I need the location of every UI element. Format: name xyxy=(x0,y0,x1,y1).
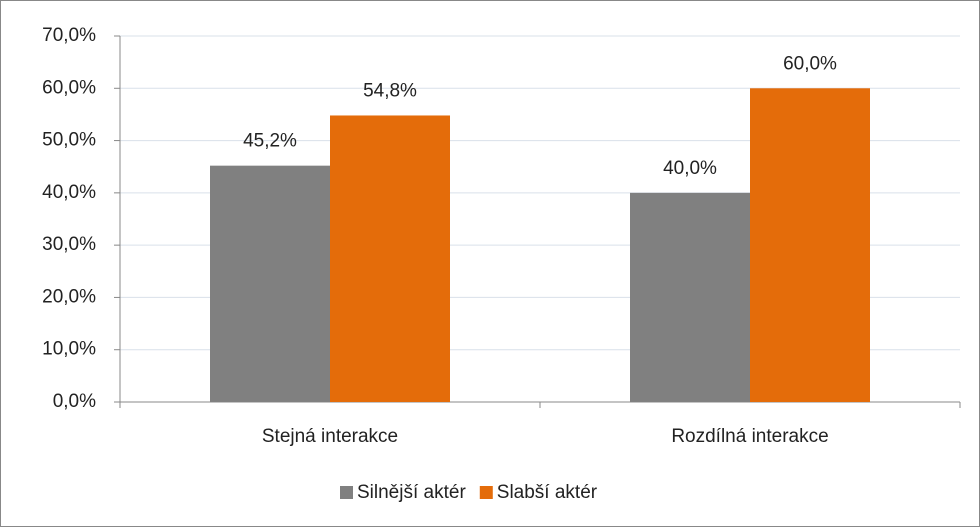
y-tick-label: 20,0% xyxy=(42,286,96,307)
y-tick-label: 30,0% xyxy=(42,234,96,255)
data-label: 54,8% xyxy=(363,80,417,101)
y-tick-label: 60,0% xyxy=(42,77,96,98)
data-label: 45,2% xyxy=(243,131,297,152)
y-tick-label: 50,0% xyxy=(42,130,96,151)
y-tick-label: 10,0% xyxy=(42,339,96,360)
y-tick-label: 0,0% xyxy=(53,391,96,412)
legend-swatch xyxy=(479,486,493,499)
legend-label: Silnější aktér xyxy=(357,482,466,503)
bar xyxy=(330,115,450,402)
y-tick-label: 40,0% xyxy=(42,182,96,203)
bar xyxy=(630,192,750,402)
x-tick-label: Stejná interakce xyxy=(262,426,398,447)
x-tick-label: Rozdílná interakce xyxy=(671,426,828,447)
data-label: 40,0% xyxy=(663,158,717,179)
y-tick-label: 70,0% xyxy=(42,25,96,46)
data-label: 60,0% xyxy=(783,53,837,74)
bar xyxy=(210,165,330,402)
bar xyxy=(750,88,870,403)
legend-label: Slabší aktér xyxy=(497,482,598,503)
legend-swatch xyxy=(340,486,353,499)
